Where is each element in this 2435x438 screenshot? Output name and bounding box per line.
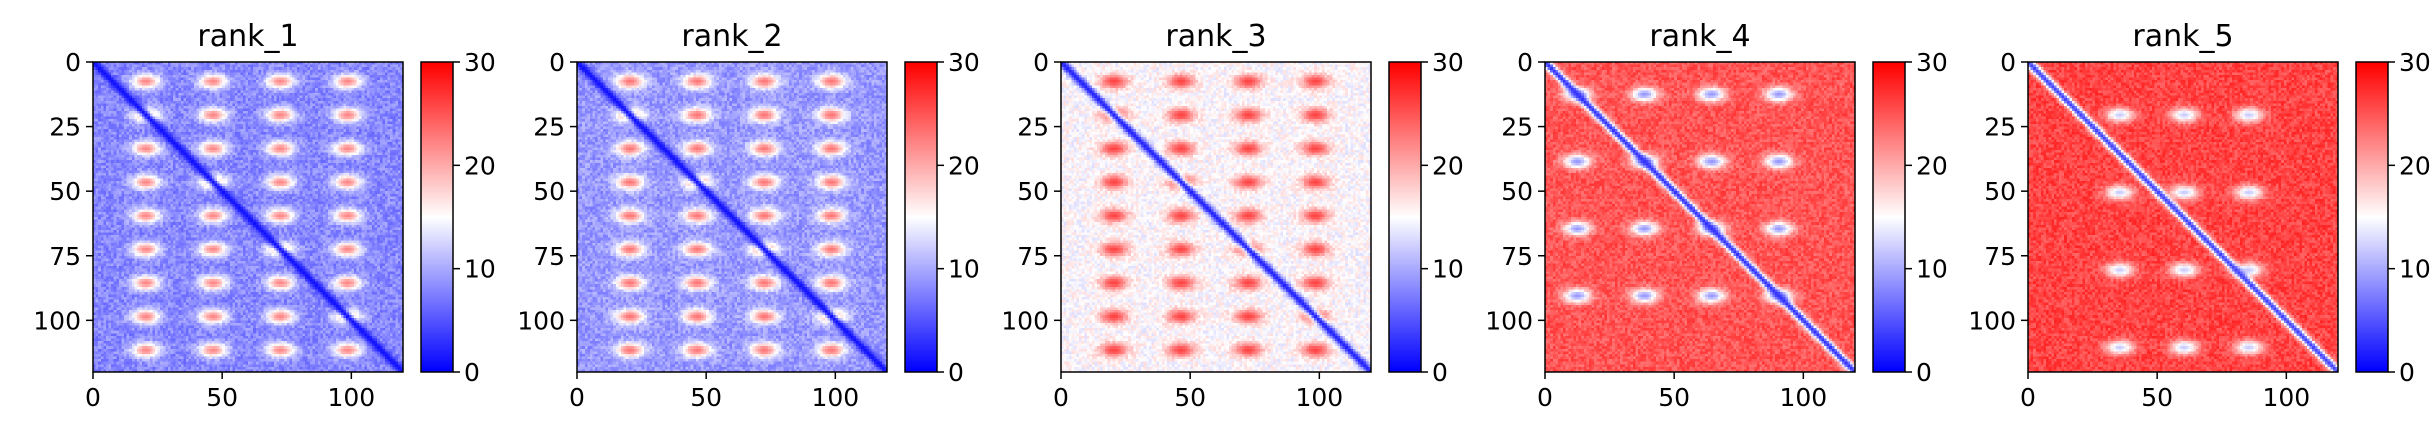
y-tick-label: 75	[533, 242, 565, 271]
y-tick-label: 25	[49, 113, 81, 142]
x-tick-label: 100	[1295, 383, 1343, 412]
heatmap-image	[1061, 62, 1371, 372]
y-tick-label: 50	[1017, 177, 1049, 206]
colorbar-tick-label: 10	[1916, 255, 1948, 284]
panel-title: rank_1	[197, 19, 298, 54]
x-tick-label: 50	[690, 383, 722, 412]
colorbar-tick-label: 20	[1916, 151, 1948, 180]
y-tick-label: 50	[1984, 177, 2016, 206]
colorbar-tick-label: 30	[464, 48, 496, 77]
y-tick-label: 25	[1984, 113, 2016, 142]
y-tick-label: 100	[517, 306, 565, 335]
x-tick-label: 100	[327, 383, 375, 412]
x-tick-label: 100	[2262, 383, 2310, 412]
colorbar-tick-label: 20	[948, 151, 980, 180]
colorbar-frame	[420, 61, 454, 373]
colorbar	[2356, 62, 2388, 372]
colorbar-tick-label: 20	[2399, 151, 2431, 180]
colorbar	[905, 62, 937, 372]
plot-frame	[2027, 61, 2339, 373]
colorbar-tick-label: 0	[1432, 358, 1448, 387]
y-tick-label: 25	[533, 113, 565, 142]
colorbar-tick-label: 0	[2399, 358, 2415, 387]
y-tick-label: 100	[33, 306, 81, 335]
x-tick-label: 0	[1537, 383, 1553, 412]
colorbar-frame	[1872, 61, 1906, 373]
y-tick-label: 50	[1501, 177, 1533, 206]
y-tick-label: 0	[1517, 48, 1533, 77]
colorbar-frame	[2355, 61, 2389, 373]
x-tick-label: 0	[1053, 383, 1069, 412]
colorbar	[1873, 62, 1905, 372]
y-tick-label: 75	[1501, 242, 1533, 271]
y-tick-label: 0	[1033, 48, 1049, 77]
colorbar-tick-label: 10	[464, 255, 496, 284]
colorbar-frame	[1388, 61, 1422, 373]
y-tick-label: 100	[1968, 306, 2016, 335]
colorbar-tick-label: 10	[948, 255, 980, 284]
colorbar-tick-label: 0	[464, 358, 480, 387]
plot-frame	[576, 61, 888, 373]
colorbar-tick-label: 30	[2399, 48, 2431, 77]
y-tick-label: 75	[1017, 242, 1049, 271]
colorbar-tick-label: 0	[948, 358, 964, 387]
panel-title: rank_2	[681, 19, 782, 54]
heatmap-panel-5: rank_5 0 50 100 0 25 50 75 100 0 10 20 30	[1968, 19, 2431, 412]
x-tick-label: 50	[1174, 383, 1206, 412]
colorbar-tick-label: 20	[1432, 151, 1464, 180]
colorbar-tick-label: 10	[2399, 255, 2431, 284]
plot-frame	[92, 61, 404, 373]
x-tick-label: 100	[1779, 383, 1827, 412]
colorbar-tick-label: 30	[1432, 48, 1464, 77]
colorbar-tick-label: 30	[948, 48, 980, 77]
x-tick-label: 0	[569, 383, 585, 412]
y-tick-label: 25	[1501, 113, 1533, 142]
y-tick-label: 75	[49, 242, 81, 271]
x-tick-label: 0	[85, 383, 101, 412]
panel-title: rank_3	[1165, 19, 1266, 54]
heatmap-panel-2: rank_2 0 50 100 0 25 50 75 100 0 10 20 30	[517, 19, 980, 412]
x-tick-label: 50	[206, 383, 238, 412]
y-tick-label: 100	[1001, 306, 1049, 335]
colorbar-tick-label: 30	[1916, 48, 1948, 77]
y-tick-label: 100	[1485, 306, 1533, 335]
y-tick-label: 25	[1017, 113, 1049, 142]
y-tick-label: 50	[533, 177, 565, 206]
colorbar-tick-label: 10	[1432, 255, 1464, 284]
x-tick-label: 100	[811, 383, 859, 412]
x-tick-label: 0	[2020, 383, 2036, 412]
y-tick-label: 0	[65, 48, 81, 77]
x-tick-label: 50	[2141, 383, 2173, 412]
heatmap-image	[1545, 62, 1855, 372]
heatmap-panel-4: rank_4 0 50 100 0 25 50 75 100 0 10 20 30	[1485, 19, 1948, 412]
heatmap-image	[577, 62, 887, 372]
colorbar-tick-label: 0	[1916, 358, 1932, 387]
heatmap-image	[2028, 62, 2338, 372]
panel-title: rank_4	[1649, 19, 1750, 54]
x-tick-label: 50	[1658, 383, 1690, 412]
panel-title: rank_5	[2132, 19, 2233, 54]
colorbar-tick-label: 20	[464, 151, 496, 180]
y-tick-label: 0	[549, 48, 565, 77]
colorbar-frame	[904, 61, 938, 373]
y-tick-label: 0	[2000, 48, 2016, 77]
y-tick-label: 75	[1984, 242, 2016, 271]
heatmap-panel-1: rank_1 0 50 100 0 25 50 75 100 0 10 20 30	[33, 19, 496, 412]
colorbar	[421, 62, 453, 372]
y-tick-label: 50	[49, 177, 81, 206]
colorbar	[1389, 62, 1421, 372]
heatmap-image	[93, 62, 403, 372]
plot-frame	[1060, 61, 1372, 373]
heatmap-panel-3: rank_3 0 50 100 0 25 50 75 100 0 10 20 30	[1001, 19, 1464, 412]
plot-frame	[1544, 61, 1856, 373]
